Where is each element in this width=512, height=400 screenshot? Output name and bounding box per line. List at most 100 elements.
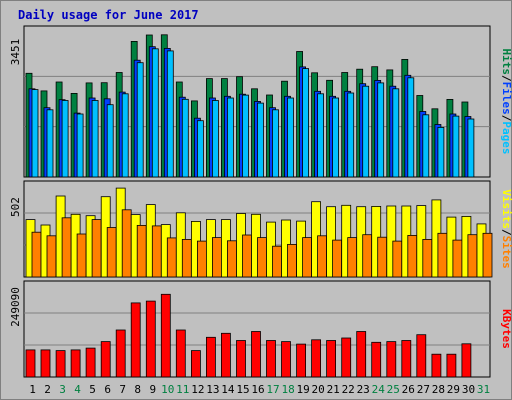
- bar-kbytes-day-23: [356, 331, 367, 378]
- bar-kbytes-day-1: [25, 349, 36, 378]
- chart-marks: [25, 34, 493, 378]
- bar-pages-day-10: [166, 50, 174, 178]
- bar-sites-day-15: [242, 234, 252, 278]
- bar-sites-day-20: [317, 235, 328, 278]
- bar-pages-day-27: [422, 114, 430, 178]
- bar-pages-day-9: [151, 48, 159, 178]
- bar-pages-day-28: [437, 127, 445, 178]
- bar-kbytes-day-19: [296, 343, 307, 378]
- bar-sites-day-30: [467, 234, 478, 278]
- bar-sites-day-13: [211, 237, 222, 278]
- bar-sites-day-23: [362, 234, 373, 278]
- bar-sites-day-7: [121, 209, 132, 278]
- x-tick-label: 1: [29, 383, 36, 396]
- bar-sites-day-17: [272, 245, 282, 278]
- bar-pages-day-29: [452, 115, 460, 178]
- bar-pages-day-17: [272, 109, 279, 178]
- x-tick-label: 28: [432, 383, 445, 396]
- x-tick-label: 10: [161, 383, 174, 396]
- bar-kbytes-day-6: [100, 341, 111, 378]
- bar-sites-day-10: [166, 237, 177, 278]
- legend: KBytes: [500, 309, 512, 349]
- bar-pages-day-22: [347, 92, 355, 178]
- bar-kbytes-day-25: [386, 341, 397, 378]
- legend-separator: /: [500, 75, 512, 82]
- bar-sites-day-31: [482, 232, 493, 278]
- bar-pages-day-2: [46, 109, 54, 178]
- bar-kbytes-day-18: [281, 341, 291, 378]
- bar-pages-day-21: [332, 97, 340, 178]
- bar-kbytes-day-2: [40, 349, 51, 378]
- bar-kbytes-day-22: [341, 337, 352, 378]
- x-tick-label: 30: [462, 383, 475, 396]
- bar-sites-day-25: [392, 240, 403, 278]
- bar-pages-day-18: [287, 97, 294, 178]
- bar-pages-day-11: [181, 98, 189, 178]
- bar-kbytes-day-29: [446, 353, 457, 378]
- bar-sites-day-24: [377, 236, 388, 278]
- x-tick-label: 7: [119, 383, 126, 396]
- x-tick-label: 8: [134, 383, 141, 396]
- bar-pages-day-4: [76, 113, 84, 178]
- x-tick-label: 21: [327, 383, 340, 396]
- bar-sites-day-29: [452, 239, 463, 278]
- legend-item-sites: Sites: [500, 236, 512, 269]
- bar-kbytes-day-17: [266, 340, 276, 378]
- legend-separator: /: [500, 229, 512, 236]
- bar-sites-day-22: [347, 237, 358, 278]
- x-tick-label: 4: [74, 383, 81, 396]
- x-tick-label: 2: [44, 383, 51, 396]
- bar-pages-day-7: [121, 93, 129, 178]
- bar-sites-day-26: [407, 234, 418, 278]
- bar-pages-day-26: [407, 77, 415, 178]
- legend-item-pages: Pages: [500, 121, 512, 154]
- bar-kbytes-day-16: [251, 331, 261, 378]
- y-max-label: 3451: [9, 39, 22, 66]
- legend-item-kbytes: KBytes: [500, 309, 512, 349]
- bar-pages-day-8: [136, 62, 144, 178]
- x-tick-label: 5: [89, 383, 96, 396]
- x-tick-label: 19: [296, 383, 309, 396]
- bar-sites-day-18: [287, 243, 297, 278]
- bar-pages-day-1: [31, 89, 39, 178]
- bar-kbytes-day-24: [371, 341, 382, 378]
- bar-sites-day-12: [196, 240, 207, 278]
- x-tick-label: 15: [236, 383, 249, 396]
- bar-kbytes-day-13: [205, 336, 216, 378]
- x-tick-label: 16: [251, 383, 264, 396]
- chart-title: Daily usage for June 2017: [18, 8, 199, 22]
- bar-sites-day-14: [226, 240, 237, 278]
- x-tick-label: 27: [417, 383, 430, 396]
- legend-item-files: Files: [500, 82, 512, 115]
- bar-pages-day-15: [242, 94, 249, 178]
- bar-kbytes-day-5: [85, 347, 96, 378]
- bar-kbytes-day-27: [416, 334, 427, 378]
- bar-kbytes-day-11: [175, 329, 186, 378]
- bar-kbytes-day-14: [220, 332, 231, 378]
- x-tick-label: 11: [176, 383, 189, 396]
- panels: [23, 25, 491, 378]
- bar-kbytes-day-10: [160, 293, 171, 378]
- y-max-label: 249090: [9, 287, 22, 327]
- x-tick-label: 31: [477, 383, 490, 396]
- x-tick-label: 20: [311, 383, 324, 396]
- x-tick-label: 29: [447, 383, 460, 396]
- x-tick-label: 12: [191, 383, 204, 396]
- x-tick-label: 22: [342, 383, 355, 396]
- bar-sites-day-11: [181, 238, 192, 278]
- x-tick-label: 9: [149, 383, 156, 396]
- x-tick-label: 24: [372, 383, 386, 396]
- x-tick-label: 3: [59, 383, 66, 396]
- bar-kbytes-day-21: [326, 340, 337, 378]
- x-tick-label: 18: [281, 383, 294, 396]
- legend-separator: /: [500, 115, 512, 122]
- bar-sites-day-2: [46, 235, 57, 278]
- x-tick-label: 14: [221, 383, 235, 396]
- bar-pages-day-23: [362, 85, 370, 178]
- bar-kbytes-day-26: [401, 340, 412, 378]
- bar-pages-day-5: [91, 100, 99, 178]
- bar-kbytes-day-4: [70, 349, 81, 378]
- x-tick-label: 25: [387, 383, 400, 396]
- bar-kbytes-day-3: [55, 350, 66, 378]
